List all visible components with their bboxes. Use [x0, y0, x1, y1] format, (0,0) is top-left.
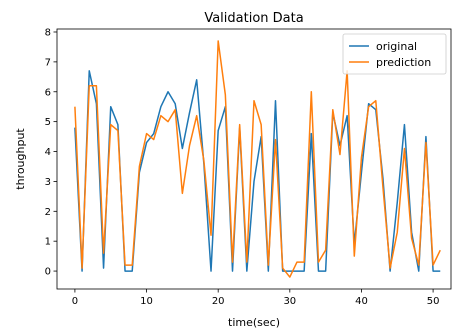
- y-axis-label: throughput: [14, 128, 27, 190]
- legend-box: [342, 33, 447, 75]
- y-tick-label: 8: [45, 27, 51, 38]
- plot-area: [74, 40, 441, 278]
- series-line-prediction: [74, 40, 441, 278]
- x-tick-label: 30: [283, 296, 296, 307]
- y-tick-label: 1: [45, 237, 51, 248]
- y-tick-label: 6: [45, 87, 51, 98]
- x-tick-label: 20: [212, 296, 225, 307]
- y-tick-label: 5: [45, 117, 51, 128]
- legend-label-prediction: prediction: [376, 56, 431, 69]
- y-tick-label: 7: [45, 57, 51, 68]
- x-axis-label: time(sec): [228, 316, 280, 329]
- x-axis: 0 10 20 30 40 50: [72, 289, 440, 307]
- legend: original prediction: [342, 33, 447, 75]
- x-tick-label: 10: [140, 296, 153, 307]
- y-tick-label: 0: [45, 267, 51, 278]
- plot-frame: [56, 28, 452, 290]
- x-tick-label: 40: [355, 296, 368, 307]
- series-line-original: [74, 70, 441, 272]
- chart-title: Validation Data: [204, 11, 303, 26]
- y-tick-label: 3: [45, 177, 51, 188]
- y-tick-label: 4: [45, 147, 51, 158]
- x-tick-label: 50: [427, 296, 440, 307]
- legend-label-original: original: [376, 40, 417, 53]
- y-axis: 0 1 2 3 4 5 6 7 8: [45, 27, 57, 278]
- x-tick-label: 0: [72, 296, 78, 307]
- y-tick-label: 2: [45, 207, 51, 218]
